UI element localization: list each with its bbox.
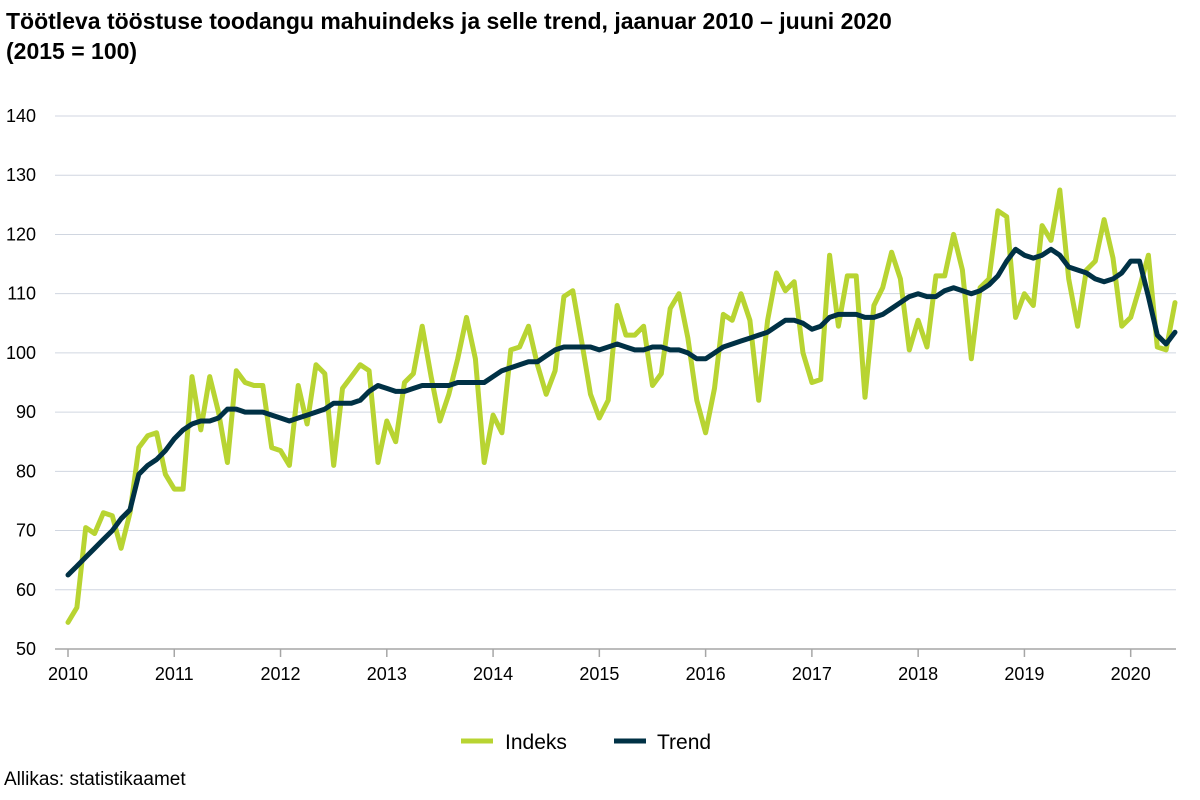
y-tick-label-50: 50 (16, 639, 36, 659)
y-tick-label-80: 80 (16, 461, 36, 481)
chart-subtitle: (2015 = 100) (6, 38, 138, 64)
y-tick-label-60: 60 (16, 580, 36, 600)
x-tick-label-2015: 2015 (579, 664, 619, 684)
chart-title: Töötleva tööstuse toodangu mahuindeks ja… (6, 8, 892, 34)
x-tick-labels: 2010 2011 2012 2013 2014 2015 2016 2017 2018 2019… (48, 664, 1151, 684)
x-tick-label-2014: 2014 (473, 664, 513, 684)
x-tick-label-2010: 2010 (48, 664, 88, 684)
series-lines (65, 187, 1178, 625)
x-tick-label-2018: 2018 (898, 664, 938, 684)
x-tick-label-2017: 2017 (792, 664, 832, 684)
x-tick-label-2016: 2016 (686, 664, 726, 684)
y-tick-label-120: 120 (6, 224, 36, 244)
legend: Indeks Trend (461, 731, 711, 754)
series-line-indeks (65, 187, 1178, 625)
y-tick-label-90: 90 (16, 402, 36, 422)
x-tick-label-2012: 2012 (261, 664, 301, 684)
x-tick-label-2013: 2013 (367, 664, 407, 684)
y-tick-label-130: 130 (6, 165, 36, 185)
axes (55, 648, 1176, 657)
y-tick-label-110: 110 (7, 284, 36, 304)
source-note: Allikas: statistikaamet (4, 769, 186, 790)
x-tick-label-2020: 2020 (1111, 664, 1151, 684)
y-tick-label-100: 100 (6, 343, 36, 363)
chart-title-block: Töötleva tööstuse toodangu mahuindeks ja… (6, 6, 1186, 66)
series-line-trend (65, 246, 1178, 578)
grid-lines (55, 115, 1176, 591)
legend-label-trend: Trend (657, 731, 711, 754)
y-tick-labels: 50 60 70 80 90 100 110 120 130 140 (6, 106, 36, 659)
x-tick-label-2019: 2019 (1004, 664, 1044, 684)
y-tick-label-140: 140 (6, 106, 36, 126)
x-tick-label-2011: 2011 (155, 664, 194, 684)
legend-label-indeks: Indeks (505, 731, 567, 754)
y-tick-label-70: 70 (16, 521, 36, 541)
